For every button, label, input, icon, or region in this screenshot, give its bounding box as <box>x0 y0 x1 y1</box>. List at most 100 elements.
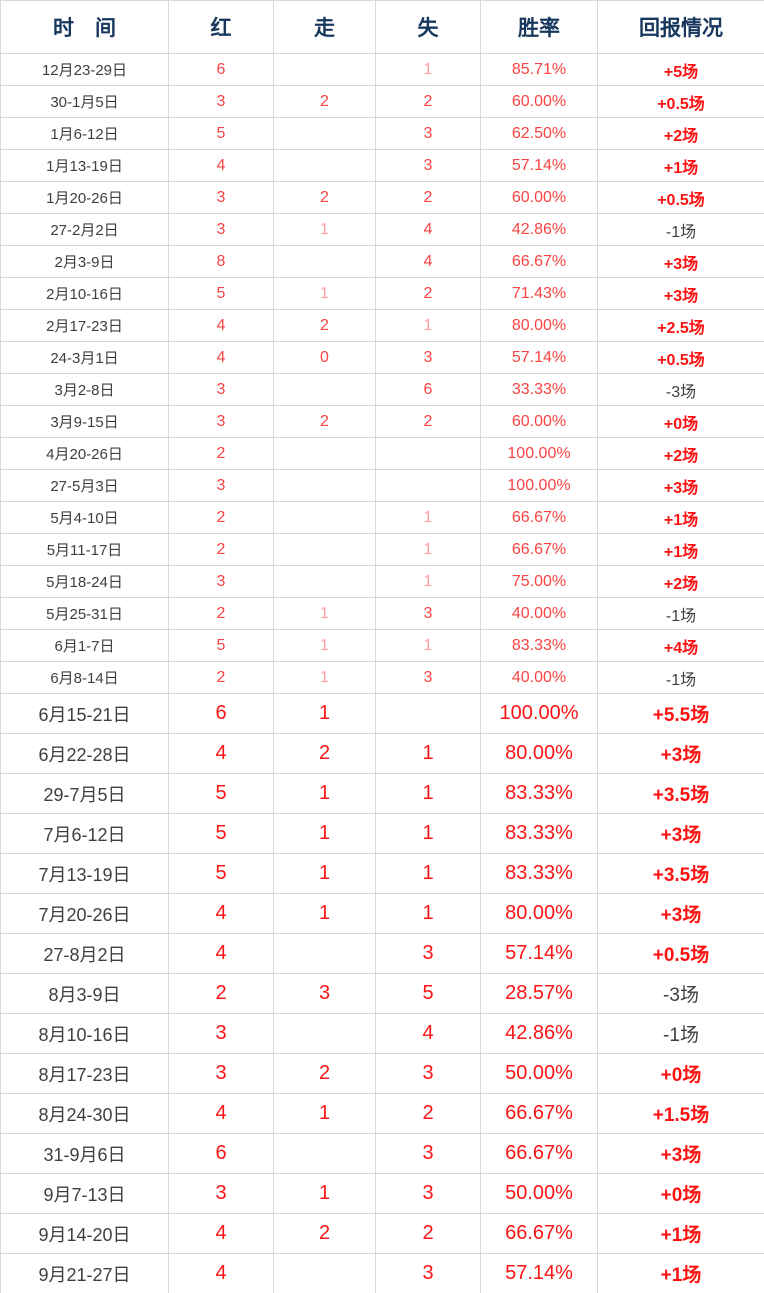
return-cell: +3场 <box>597 245 764 278</box>
walk-cell: 1 <box>273 1093 376 1134</box>
time-cell: 5月18-24日 <box>0 565 169 598</box>
table-row: 2月17-23日 4 2 1 80.00% +2.5场 <box>0 309 764 342</box>
lose-cell: 4 <box>375 245 481 278</box>
lose-cell: 3 <box>375 597 481 630</box>
time-cell: 6月1-7日 <box>0 629 169 662</box>
rate-cell: 80.00% <box>480 309 598 342</box>
return-cell: +4场 <box>597 629 764 662</box>
red-cell: 2 <box>168 533 274 566</box>
time-cell: 2月3-9日 <box>0 245 169 278</box>
table-row: 6月1-7日 5 1 1 83.33% +4场 <box>0 629 764 662</box>
column-header-walk: 走 <box>273 0 376 54</box>
rate-cell: 28.57% <box>480 973 598 1014</box>
walk-cell: 1 <box>273 693 376 734</box>
table-row: 30-1月5日 3 2 2 60.00% +0.5场 <box>0 85 764 118</box>
time-cell: 2月10-16日 <box>0 277 169 310</box>
walk-cell: 1 <box>273 893 376 934</box>
lose-cell: 3 <box>375 1133 481 1174</box>
walk-cell: 2 <box>273 405 376 438</box>
return-cell: +1.5场 <box>597 1093 764 1134</box>
red-cell: 2 <box>168 437 274 470</box>
walk-cell <box>273 149 376 182</box>
walk-cell <box>273 245 376 278</box>
time-cell: 8月3-9日 <box>0 973 169 1014</box>
walk-cell <box>273 933 376 974</box>
red-cell: 3 <box>168 1053 274 1094</box>
red-cell: 3 <box>168 469 274 502</box>
time-cell: 3月9-15日 <box>0 405 169 438</box>
time-cell: 2月17-23日 <box>0 309 169 342</box>
table-row: 1月6-12日 5 3 62.50% +2场 <box>0 117 764 150</box>
walk-cell: 1 <box>273 629 376 662</box>
time-cell: 5月11-17日 <box>0 533 169 566</box>
walk-cell <box>273 1253 376 1293</box>
rate-cell: 40.00% <box>480 661 598 694</box>
lose-cell: 1 <box>375 813 481 854</box>
rate-cell: 57.14% <box>480 149 598 182</box>
table-row: 9月21-27日 4 3 57.14% +1场 <box>0 1253 764 1293</box>
table-row: 24-3月1日 4 0 3 57.14% +0.5场 <box>0 341 764 374</box>
lose-cell: 3 <box>375 933 481 974</box>
lose-cell: 4 <box>375 1013 481 1054</box>
return-cell: +1场 <box>597 1213 764 1254</box>
time-cell: 6月8-14日 <box>0 661 169 694</box>
red-cell: 4 <box>168 733 274 774</box>
table-row: 1月20-26日 3 2 2 60.00% +0.5场 <box>0 181 764 214</box>
table-row: 31-9月6日 6 3 66.67% +3场 <box>0 1133 764 1174</box>
rate-cell: 66.67% <box>480 501 598 534</box>
red-cell: 3 <box>168 1013 274 1054</box>
rate-cell: 62.50% <box>480 117 598 150</box>
red-cell: 6 <box>168 693 274 734</box>
return-cell: +5场 <box>597 53 764 86</box>
walk-cell: 1 <box>273 813 376 854</box>
lose-cell: 1 <box>375 733 481 774</box>
time-cell: 4月20-26日 <box>0 437 169 470</box>
column-header-rate: 胜率 <box>480 0 598 54</box>
red-cell: 4 <box>168 893 274 934</box>
rate-cell: 66.67% <box>480 1133 598 1174</box>
lose-cell: 2 <box>375 405 481 438</box>
time-cell: 8月10-16日 <box>0 1013 169 1054</box>
rate-cell: 66.67% <box>480 533 598 566</box>
walk-cell: 1 <box>273 773 376 814</box>
lose-cell <box>375 437 481 470</box>
return-cell: +2场 <box>597 117 764 150</box>
walk-cell: 1 <box>273 1173 376 1214</box>
return-cell: +3场 <box>597 1133 764 1174</box>
time-cell: 9月21-27日 <box>0 1253 169 1293</box>
return-cell: +3场 <box>597 893 764 934</box>
column-header-return: 回报情况 <box>597 0 764 54</box>
table-row: 8月24-30日 4 1 2 66.67% +1.5场 <box>0 1093 764 1134</box>
return-cell: +2场 <box>597 565 764 598</box>
table-row: 7月20-26日 4 1 1 80.00% +3场 <box>0 893 764 934</box>
return-cell: +0场 <box>597 1053 764 1094</box>
table-row: 5月25-31日 2 1 3 40.00% -1场 <box>0 597 764 630</box>
lose-cell: 6 <box>375 373 481 406</box>
table-row: 5月11-17日 2 1 66.67% +1场 <box>0 533 764 566</box>
red-cell: 3 <box>168 85 274 118</box>
red-cell: 4 <box>168 149 274 182</box>
lose-cell: 3 <box>375 1253 481 1293</box>
time-cell: 31-9月6日 <box>0 1133 169 1174</box>
table-row: 8月10-16日 3 4 42.86% -1场 <box>0 1013 764 1054</box>
lose-cell: 3 <box>375 1173 481 1214</box>
table-row: 2月10-16日 5 1 2 71.43% +3场 <box>0 277 764 310</box>
time-cell: 6月22-28日 <box>0 733 169 774</box>
table-row: 3月2-8日 3 6 33.33% -3场 <box>0 373 764 406</box>
lose-cell: 3 <box>375 661 481 694</box>
rate-cell: 66.67% <box>480 1213 598 1254</box>
return-cell: +3.5场 <box>597 853 764 894</box>
return-cell: -1场 <box>597 1013 764 1054</box>
lose-cell: 2 <box>375 1093 481 1134</box>
walk-cell <box>273 469 376 502</box>
column-header-lose: 失 <box>375 0 481 54</box>
return-cell: +3.5场 <box>597 773 764 814</box>
rate-cell: 85.71% <box>480 53 598 86</box>
rate-cell: 100.00% <box>480 693 598 734</box>
lose-cell: 2 <box>375 277 481 310</box>
walk-cell: 1 <box>273 213 376 246</box>
table-row: 9月14-20日 4 2 2 66.67% +1场 <box>0 1213 764 1254</box>
table-row: 27-5月3日 3 100.00% +3场 <box>0 469 764 502</box>
lose-cell: 1 <box>375 893 481 934</box>
